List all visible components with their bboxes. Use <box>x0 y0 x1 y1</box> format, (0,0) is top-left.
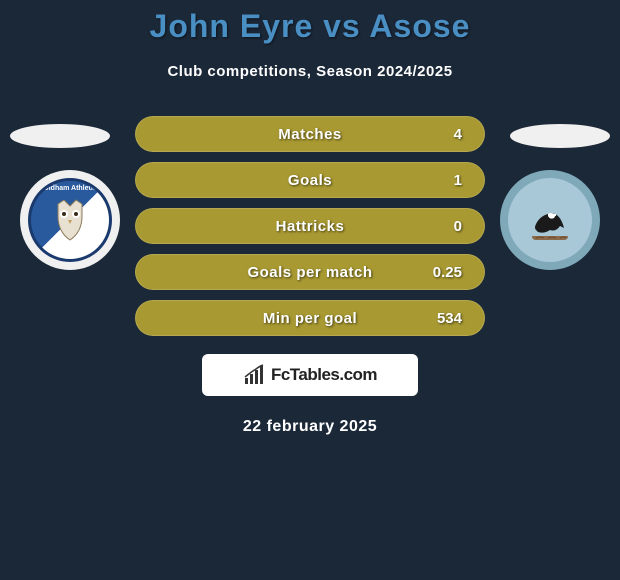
main-container: John Eyre vs Asose Club competitions, Se… <box>0 0 620 436</box>
magpie-icon <box>530 200 570 240</box>
page-title: John Eyre vs Asose <box>0 8 620 45</box>
stat-value: 0.25 <box>422 264 462 281</box>
owl-icon <box>48 196 92 244</box>
team-badge-right-inner <box>508 178 592 262</box>
stats-bars: Matches 4 Goals 1 Hattricks 0 Goals per … <box>135 116 485 336</box>
team-badge-left-inner: Oldham Athletic <box>28 178 112 262</box>
brand-box: FcTables.com <box>202 354 418 396</box>
team-badge-left: Oldham Athletic <box>20 170 120 270</box>
team-badge-right <box>500 170 600 270</box>
stat-row: Hattricks 0 <box>135 208 485 244</box>
brand-text: FcTables.com <box>271 365 377 385</box>
stat-label: Matches <box>198 126 422 143</box>
stat-value: 4 <box>422 126 462 143</box>
stat-value: 1 <box>422 172 462 189</box>
stat-label: Hattricks <box>198 218 422 235</box>
date-text: 22 february 2025 <box>0 418 620 436</box>
subtitle: Club competitions, Season 2024/2025 <box>0 63 620 80</box>
stat-label: Min per goal <box>198 310 422 327</box>
stat-row: Goals per match 0.25 <box>135 254 485 290</box>
team-badge-left-label: Oldham Athletic <box>31 185 109 192</box>
stat-value: 0 <box>422 218 462 235</box>
brand-chart-icon <box>243 364 265 386</box>
stat-row: Min per goal 534 <box>135 300 485 336</box>
stat-row: Goals 1 <box>135 162 485 198</box>
shadow-ellipse-left <box>10 124 110 148</box>
stat-label: Goals <box>198 172 422 189</box>
shadow-ellipse-right <box>510 124 610 148</box>
stat-label: Goals per match <box>198 264 422 281</box>
stat-value: 534 <box>422 310 462 327</box>
stat-row: Matches 4 <box>135 116 485 152</box>
